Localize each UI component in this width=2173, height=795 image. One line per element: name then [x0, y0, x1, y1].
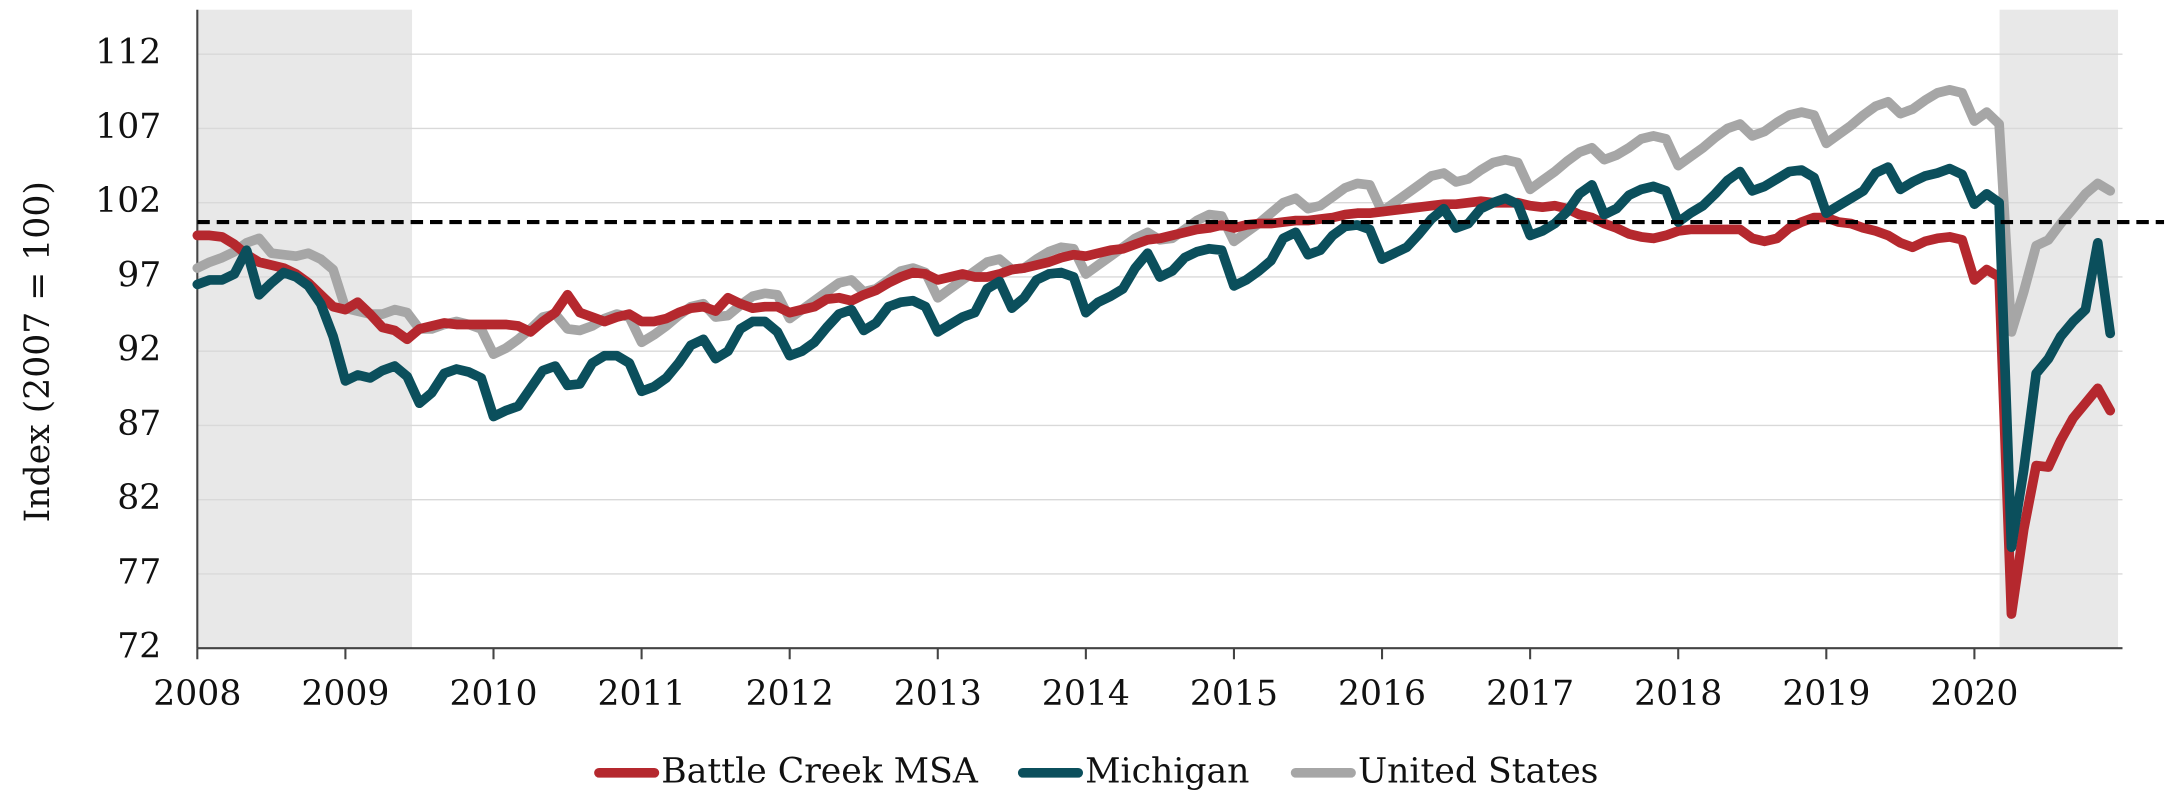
x-tick-label: 2020	[1930, 674, 2018, 714]
series-line	[192, 196, 2116, 619]
x-tick-label: 2013	[894, 674, 982, 714]
x-tick-label: 2016	[1338, 674, 1426, 714]
y-tick-label: 112	[95, 33, 161, 73]
recession-shading	[197, 9, 413, 649]
x-tick-label: 2015	[1190, 674, 1278, 714]
legend-label: Michigan	[1085, 751, 1249, 791]
legend-label: United States	[1358, 751, 1598, 791]
x-tick-label: 2017	[1486, 674, 1574, 714]
y-tick-label: 77	[117, 552, 161, 592]
x-tick-label: 2019	[1782, 674, 1870, 714]
x-tick-label: 2009	[301, 674, 389, 714]
x-tick-label: 2010	[449, 674, 537, 714]
series-line	[192, 162, 2116, 553]
y-tick-label: 82	[117, 478, 161, 518]
y-tick-label: 102	[95, 181, 161, 221]
y-tick-label: 107	[95, 107, 161, 147]
x-tick-label: 2012	[746, 674, 834, 714]
y-tick-label: 72	[117, 627, 161, 667]
y-tick-label: 97	[117, 255, 161, 295]
y-axis-label: Index (2007 = 100)	[18, 181, 58, 522]
x-tick-label: 2014	[1042, 674, 1130, 714]
legend-label: Battle Creek MSA	[661, 751, 979, 791]
x-tick-label: 2011	[598, 674, 686, 714]
y-tick-label: 92	[117, 330, 161, 370]
y-tick-label: 87	[117, 404, 161, 444]
x-tick-label: 2018	[1634, 674, 1722, 714]
x-tick-label: 2008	[153, 674, 241, 714]
